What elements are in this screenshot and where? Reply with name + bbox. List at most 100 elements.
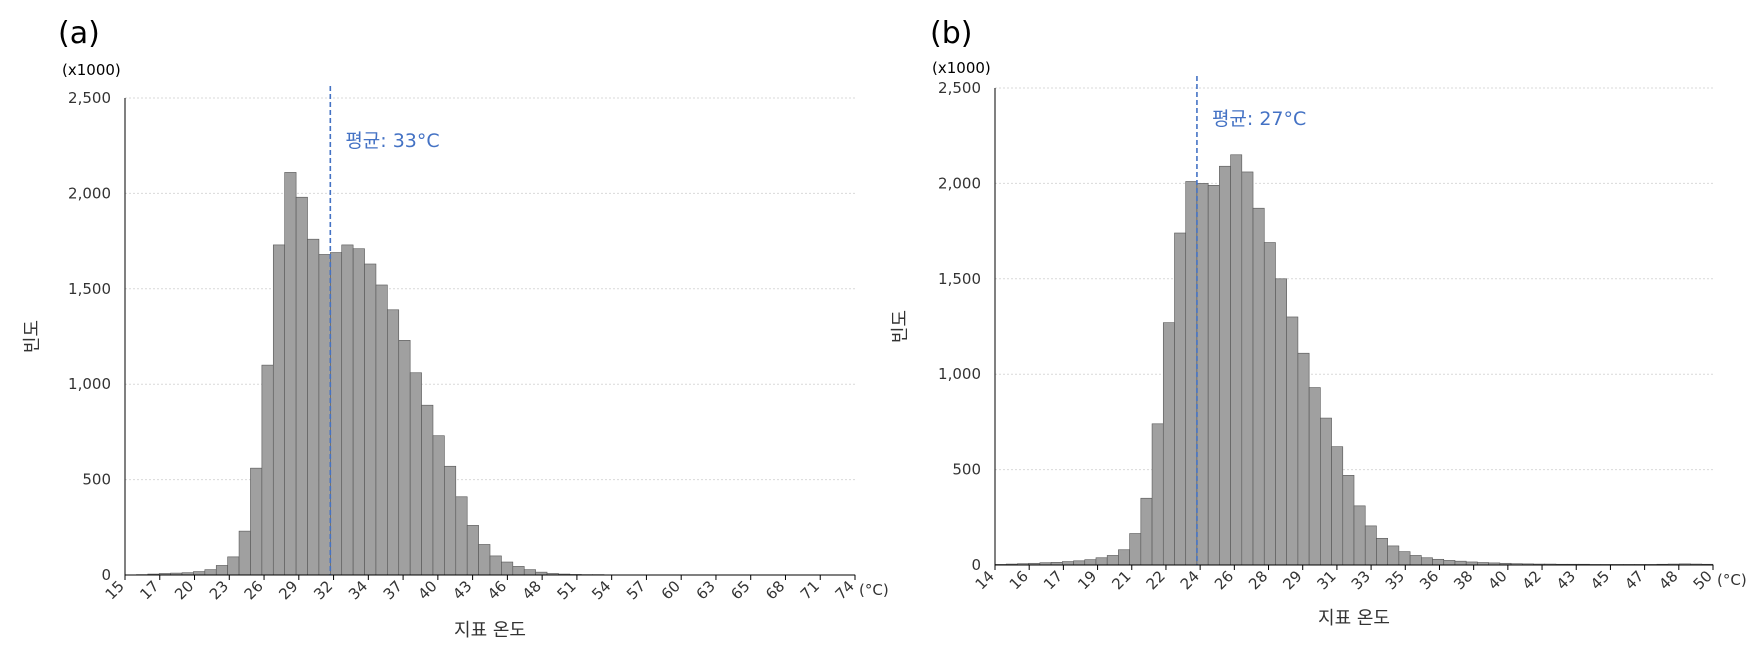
histogram-bar (1263, 242, 1276, 566)
x-tick-label: 21 (1108, 567, 1134, 593)
histogram-bar (1286, 316, 1299, 566)
x-tick-label: 28 (1245, 567, 1271, 593)
y-tick-label: 1,000 (938, 365, 981, 383)
x-tick-label: 40 (1484, 567, 1510, 593)
histogram-bar (444, 465, 457, 576)
x-tick-label: 34 (345, 577, 371, 603)
y-axis-title-a: 빈도 (22, 320, 43, 353)
y-ticks-a: 0 500 1,000 1,500 2,000 2,500 (68, 89, 111, 584)
x-tick-label: 37 (380, 577, 406, 603)
histogram-panel-b: (b) (x1000) 평균: 27°C 0 500 1,000 1,500 2,000… (890, 16, 1747, 629)
histogram-bar (1162, 322, 1175, 566)
histogram-bar (1409, 555, 1422, 566)
x-tick-label: 60 (658, 577, 684, 603)
histogram-bar (364, 263, 377, 576)
x-tick-label: 43 (1553, 567, 1579, 593)
y-tick-label: 1,500 (68, 280, 111, 298)
histogram-bar (1084, 559, 1097, 566)
x-tick-label: 17 (1040, 567, 1066, 593)
y-tick-label: 1,500 (938, 270, 981, 288)
x-tick-label: 20 (171, 577, 197, 603)
histogram-bar (1421, 557, 1433, 566)
y-ticks-b: 0 500 1,000 1,500 2,000 2,500 (938, 79, 981, 574)
mean-label-a: 평균: 33°C (345, 130, 439, 152)
histogram-bar (1151, 423, 1164, 566)
x-tick-label: 31 (1314, 567, 1340, 593)
panel-label-a: (a) (58, 16, 100, 51)
x-tick-label: 33 (1348, 567, 1374, 593)
histogram-bar (295, 196, 308, 576)
histogram-bar (1118, 549, 1130, 566)
histogram-bar (284, 172, 297, 576)
x-tick-label: 57 (623, 577, 649, 603)
histogram-bar (330, 252, 343, 576)
histogram-bar (1219, 165, 1231, 566)
x-tick-label: 42 (1519, 567, 1545, 593)
histogram-bar (466, 525, 479, 576)
x-tick-label: 36 (1416, 567, 1442, 593)
histogram-bar (1376, 537, 1388, 566)
y-tick-label: 2,000 (938, 174, 981, 192)
x-tick-label: 38 (1450, 567, 1476, 593)
x-tick-label: 24 (1177, 567, 1203, 593)
x-tick-label: 26 (241, 577, 267, 603)
x-unit-label-b: (°C) (1717, 571, 1747, 589)
y-tick-label: 500 (952, 461, 981, 479)
y-unit-label-b: (x1000) (932, 59, 991, 77)
x-tick-label: 16 (1006, 567, 1032, 593)
histogram-bar (387, 309, 400, 576)
histogram-bar (1432, 558, 1445, 566)
histogram-bar (432, 435, 445, 576)
histogram-bar (1106, 555, 1119, 566)
x-tick-label: 47 (1621, 567, 1647, 593)
x-tick-label: 51 (554, 577, 580, 603)
histogram-bar (1185, 181, 1198, 566)
x-tick-label: 35 (1382, 567, 1408, 593)
x-tick-label: 54 (588, 577, 614, 603)
histogram-bar (398, 340, 411, 576)
x-tick-label: 29 (275, 577, 301, 603)
histogram-bar (1196, 183, 1209, 566)
x-tick-label: 32 (310, 577, 336, 603)
histogram-panel-a: (a) (x1000) 평균: 33°C 0 500 1,000 1,500 2,000… (22, 16, 889, 641)
histogram-bar (501, 561, 514, 576)
panel-label-b: (b) (930, 16, 972, 51)
histogram-bar (1308, 387, 1321, 566)
histogram-bar (421, 404, 434, 576)
histogram-bar (1230, 154, 1243, 566)
x-tick-label: 63 (693, 577, 719, 603)
x-axis-title-b: 지표 온도 (1318, 608, 1390, 629)
histogram-bar (1364, 525, 1377, 566)
histogram-bar (215, 565, 228, 576)
histogram-bar (1443, 560, 1456, 566)
x-tick-label: 48 (1655, 567, 1681, 593)
histogram-bar (478, 544, 491, 576)
x-tick-label: 68 (762, 577, 788, 603)
histogram-bar (375, 284, 388, 576)
x-tick-label: 74 (832, 577, 858, 603)
x-tick-label: 50 (1690, 567, 1716, 593)
histogram-bar (1342, 475, 1355, 566)
x-tick-label: 43 (449, 577, 475, 603)
y-tick-label: 0 (971, 556, 981, 574)
y-axis-title-b: 빈도 (890, 310, 911, 343)
histogram-bar (409, 372, 422, 576)
histogram-bar (1387, 545, 1400, 566)
y-tick-label: 500 (82, 471, 111, 489)
x-tick-label: 19 (1074, 567, 1100, 593)
x-tick-label: 22 (1143, 567, 1169, 593)
histogram-bar (1398, 551, 1411, 566)
x-tick-label: 45 (1587, 567, 1613, 593)
histogram-bar (1331, 446, 1344, 566)
histogram-bar (341, 244, 354, 576)
histogram-bar (204, 569, 217, 576)
histogram-bar (1073, 560, 1086, 566)
y-tick-label: 2,000 (68, 184, 111, 202)
histogram-bar (489, 555, 502, 576)
histogram-bar (455, 496, 468, 576)
histogram-bar (238, 530, 251, 576)
histogram-bar (272, 244, 285, 576)
x-axis-title-a: 지표 온도 (454, 620, 526, 641)
x-ticks-b: 14 16 17 19 21 22 24 26 28 29 31 33 35 36 38 40 42 43 45 47… (972, 565, 1716, 593)
x-tick-label: 29 (1279, 567, 1305, 593)
